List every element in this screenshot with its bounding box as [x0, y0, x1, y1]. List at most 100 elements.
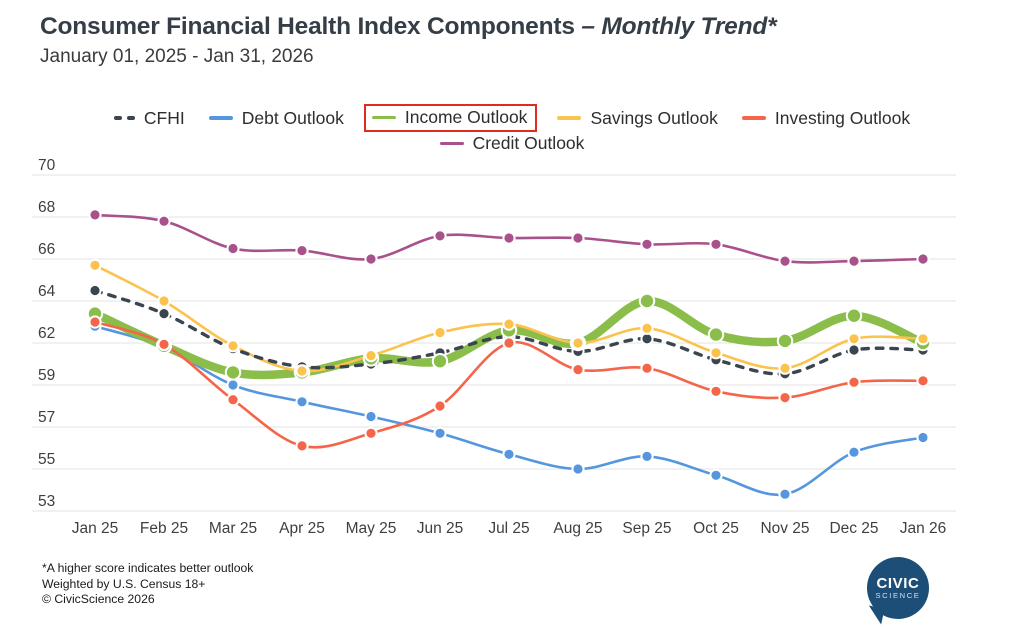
data-point-savings-outlook-jan-26 — [916, 332, 930, 346]
legend-item-cfhi[interactable]: CFHI — [113, 108, 185, 129]
legend-swatch-savings-outlook — [557, 116, 582, 120]
footnote-copyright: © CivicScience 2026 — [42, 592, 155, 606]
data-point-savings-outlook-jan-25 — [88, 258, 102, 272]
chart-legend: CFHI Debt Outlook Income Outlook Savings Ou… — [0, 104, 1024, 154]
x-tick-label-feb-25: Feb 25 — [140, 520, 188, 537]
data-point-savings-outlook-mar-25 — [226, 339, 240, 353]
data-point-savings-outlook-feb-25 — [157, 294, 171, 308]
data-point-investing-outlook-nov-25 — [778, 391, 792, 405]
legend-label-investing-outlook: Investing Outlook — [774, 107, 911, 128]
legend-swatch-investing-outlook — [741, 116, 766, 120]
data-point-credit-outlook-jan-25 — [88, 208, 102, 222]
logo-bubble: CIVIC SCIENCE — [867, 557, 929, 619]
data-point-savings-outlook-dec-25 — [847, 332, 861, 346]
data-point-cfhi-jan-25 — [88, 283, 102, 298]
legend-swatch-debt-outlook — [208, 116, 233, 120]
data-point-income-outlook-nov-25 — [776, 332, 794, 350]
data-point-credit-outlook-mar-25 — [226, 241, 240, 256]
x-tick-label-jan-26: Jan 26 — [900, 520, 947, 537]
logo-text-science: SCIENCE — [875, 591, 921, 600]
data-point-credit-outlook-feb-25 — [157, 214, 171, 228]
page-title: Consumer Financial Health Index Componen… — [40, 12, 777, 43]
highlight-box-income-outlook[interactable]: Income Outlook — [363, 104, 538, 132]
data-point-debt-outlook-mar-25 — [226, 378, 240, 392]
title-main: Consumer Financial Health Index Componen… — [40, 13, 582, 40]
legend-item-debt-outlook[interactable]: Debt Outlook — [208, 107, 344, 129]
title-emphasis: – Monthly Trend* — [581, 13, 777, 40]
legend-label-debt-outlook: Debt Outlook — [241, 107, 344, 128]
data-point-credit-outlook-jan-26 — [916, 252, 930, 266]
footnote-score: *A higher score indicates better outlook — [42, 561, 254, 575]
data-point-savings-outlook-jul-25 — [502, 317, 516, 331]
legend-row-2: Credit Outlook — [439, 133, 585, 154]
data-point-income-outlook-mar-25 — [224, 364, 242, 381]
data-point-cfhi-feb-25 — [157, 307, 171, 321]
x-tick-label-nov-25: Nov 25 — [760, 520, 809, 537]
chart-header: Consumer Financial Health Index Componen… — [40, 12, 777, 68]
y-tick-label-55: 55 — [38, 451, 55, 468]
data-point-income-outlook-sep-25 — [638, 292, 656, 310]
data-point-income-outlook-oct-25 — [707, 326, 725, 343]
y-tick-label-68: 68 — [38, 199, 55, 216]
legend-label-credit-outlook: Credit Outlook — [472, 133, 585, 153]
data-point-cfhi-dec-25 — [847, 343, 861, 357]
series-points-savings-outlook — [88, 258, 930, 378]
data-point-credit-outlook-jun-25 — [433, 229, 447, 243]
data-point-debt-outlook-jul-25 — [502, 447, 516, 461]
series-points-credit-outlook — [88, 208, 930, 268]
x-tick-label-aug-25: Aug 25 — [553, 520, 602, 537]
data-point-debt-outlook-aug-25 — [571, 462, 585, 476]
data-point-savings-outlook-may-25 — [364, 349, 378, 363]
data-point-savings-outlook-aug-25 — [571, 336, 585, 350]
footnotes: *A higher score indicates better outlook… — [42, 561, 253, 608]
data-point-debt-outlook-nov-25 — [778, 487, 792, 501]
legend-swatch-credit-outlook — [439, 141, 464, 146]
civicscience-logo: CIVIC SCIENCE — [861, 555, 939, 625]
data-point-investing-outlook-oct-25 — [709, 384, 723, 398]
data-point-debt-outlook-jun-25 — [433, 426, 447, 440]
data-point-debt-outlook-oct-25 — [709, 468, 723, 482]
x-tick-label-sep-25: Sep 25 — [622, 520, 671, 537]
y-tick-label-57: 57 — [38, 409, 55, 426]
data-point-investing-outlook-may-25 — [364, 426, 378, 440]
data-point-income-outlook-jun-25 — [431, 353, 449, 370]
data-point-credit-outlook-apr-25 — [295, 244, 309, 258]
data-point-debt-outlook-apr-25 — [295, 395, 309, 409]
legend-row-1: CFHI Debt Outlook Income Outlook Savings Ou… — [113, 104, 911, 132]
data-point-credit-outlook-jul-25 — [502, 231, 516, 245]
data-point-credit-outlook-sep-25 — [640, 237, 654, 251]
x-tick-label-jan-25: Jan 25 — [72, 520, 119, 537]
data-point-debt-outlook-jan-26 — [916, 430, 930, 445]
x-tick-label-oct-25: Oct 25 — [693, 520, 739, 537]
data-point-credit-outlook-oct-25 — [709, 237, 723, 251]
legend-item-savings-outlook[interactable]: Savings Outlook — [557, 107, 718, 129]
y-tick-label-70: 70 — [38, 157, 56, 174]
logo-text-civic: CIVIC — [876, 575, 920, 592]
data-point-income-outlook-dec-25 — [845, 307, 863, 324]
data-point-debt-outlook-dec-25 — [847, 445, 861, 459]
series-points-investing-outlook — [88, 315, 930, 453]
data-point-savings-outlook-apr-25 — [295, 364, 309, 378]
data-point-investing-outlook-jan-26 — [916, 374, 930, 388]
data-point-investing-outlook-dec-25 — [847, 375, 861, 389]
data-point-investing-outlook-sep-25 — [640, 361, 654, 375]
legend-item-investing-outlook[interactable]: Investing Outlook — [741, 107, 911, 129]
data-point-credit-outlook-aug-25 — [571, 231, 585, 245]
data-point-investing-outlook-feb-25 — [157, 337, 171, 351]
data-point-credit-outlook-dec-25 — [847, 254, 861, 268]
data-point-investing-outlook-mar-25 — [226, 393, 240, 407]
data-point-savings-outlook-sep-25 — [640, 321, 654, 335]
data-point-investing-outlook-jan-25 — [88, 315, 102, 329]
data-point-savings-outlook-oct-25 — [709, 346, 723, 360]
legend-label-savings-outlook: Savings Outlook — [590, 107, 718, 128]
x-tick-label-dec-25: Dec 25 — [829, 520, 878, 537]
y-tick-label-64: 64 — [38, 283, 56, 300]
legend-swatch-income-outlook — [371, 115, 396, 120]
data-point-credit-outlook-nov-25 — [778, 254, 792, 268]
legend-item-credit-outlook[interactable]: Credit Outlook — [439, 133, 585, 154]
data-point-debt-outlook-sep-25 — [640, 449, 654, 463]
y-tick-label-62: 62 — [38, 325, 55, 342]
